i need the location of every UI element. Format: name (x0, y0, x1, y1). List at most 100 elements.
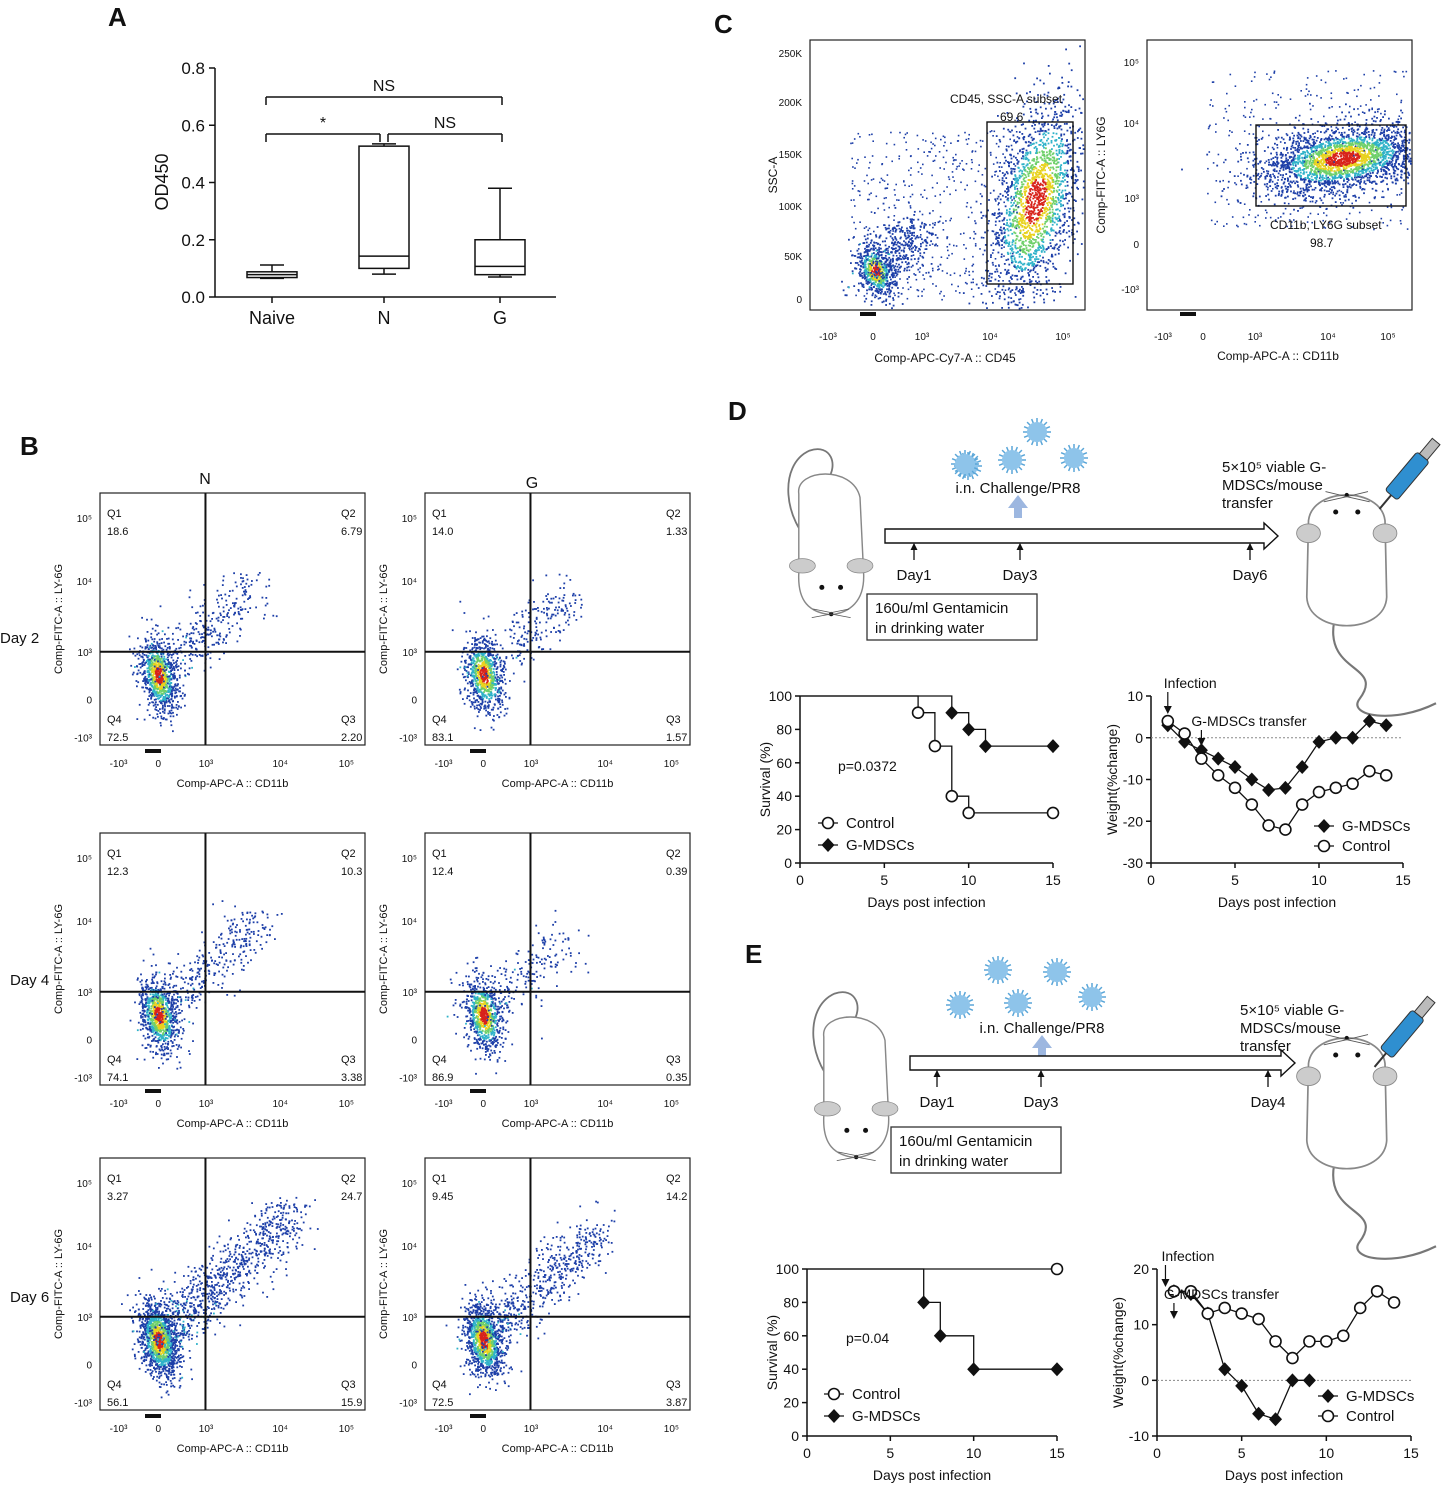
event-dot (231, 945, 234, 948)
event-dot (145, 980, 147, 983)
event-dot (554, 921, 557, 923)
event-dot (479, 688, 481, 691)
event-dot (175, 627, 178, 630)
event-dot (144, 638, 147, 641)
event-dot (482, 617, 485, 620)
event-dot (156, 695, 159, 697)
event-dot (222, 966, 225, 969)
q2-label: Q2 (666, 848, 681, 860)
event-dot (167, 1043, 170, 1045)
event-dot (533, 973, 536, 976)
event-dot (146, 709, 149, 712)
event-dot (138, 703, 141, 706)
event-dot (561, 599, 564, 602)
event-dot (145, 683, 147, 686)
event-dot (487, 975, 490, 978)
event-dot (479, 729, 482, 731)
event-dot (250, 583, 253, 586)
event-dot (480, 675, 482, 677)
event-dot (543, 957, 546, 960)
event-dot (481, 702, 483, 705)
event-dot (211, 635, 213, 638)
event-dot (160, 664, 163, 667)
event-dot (481, 680, 484, 683)
event-dot (481, 641, 484, 644)
event-dot (509, 635, 512, 638)
x-tick-label: 10⁴ (597, 1099, 612, 1110)
event-dot (158, 1310, 160, 1313)
event-dot (484, 1005, 486, 1007)
event-dot (487, 713, 490, 715)
event-dot (479, 1004, 481, 1007)
event-dot (161, 694, 164, 697)
event-dot (547, 593, 549, 596)
x-tick-label: 10⁴ (272, 759, 287, 770)
event-dot (170, 692, 173, 695)
event-dot (168, 994, 170, 997)
event-dot (175, 1006, 178, 1009)
event-dot (139, 1011, 142, 1014)
event-dot (487, 1029, 489, 1032)
event-dot (170, 1015, 173, 1018)
event-dot (191, 653, 194, 656)
event-dot (161, 686, 163, 688)
event-dot (232, 943, 235, 945)
event-dot (148, 691, 151, 694)
event-dot (160, 699, 162, 702)
event-dot (175, 1033, 178, 1036)
event-dot (172, 632, 174, 635)
event-dot (562, 940, 564, 943)
event-dot (533, 608, 536, 610)
event-dot (192, 642, 194, 645)
event-dot (587, 971, 590, 974)
event-dot (550, 597, 553, 600)
event-dot (554, 963, 557, 966)
event-dot (476, 1030, 478, 1033)
event-dot (165, 1052, 168, 1055)
event-dot (484, 658, 487, 660)
event-dot (165, 678, 168, 680)
event-dot (152, 953, 155, 956)
event-dot (486, 1024, 488, 1026)
event-dot (168, 694, 171, 697)
event-dot (494, 680, 497, 682)
event-dot (179, 646, 182, 649)
event-dot (148, 1012, 151, 1014)
event-dot (165, 1025, 168, 1028)
event-dot (189, 658, 192, 660)
event-dot (474, 699, 477, 702)
event-dot (155, 1018, 158, 1021)
event-dot (207, 646, 210, 649)
event-dot (171, 1321, 174, 1324)
event-dot (140, 997, 143, 1000)
event-dot (476, 682, 478, 685)
event-dot (157, 694, 160, 697)
event-dot (171, 1045, 174, 1048)
event-dot (509, 981, 511, 983)
event-dot (467, 663, 470, 666)
event-dot (466, 695, 469, 697)
event-dot (228, 609, 230, 612)
event-dot (469, 692, 472, 694)
event-dot (162, 718, 165, 720)
event-dot (229, 929, 231, 932)
event-dot (165, 658, 167, 661)
event-dot (539, 961, 541, 963)
event-dot (148, 1004, 150, 1007)
event-dot (172, 673, 174, 676)
event-dot (504, 629, 507, 632)
event-dot (178, 1061, 181, 1064)
event-dot (464, 687, 466, 690)
event-dot (157, 994, 160, 997)
event-dot (165, 1020, 168, 1023)
event-dot (139, 980, 142, 983)
event-dot (167, 652, 169, 655)
event-dot (221, 973, 224, 976)
event-dot (155, 971, 158, 974)
event-dot (482, 656, 484, 658)
event-dot (164, 1023, 166, 1026)
event-dot (584, 962, 587, 965)
event-dot (189, 1357, 192, 1359)
event-dot (486, 645, 489, 647)
